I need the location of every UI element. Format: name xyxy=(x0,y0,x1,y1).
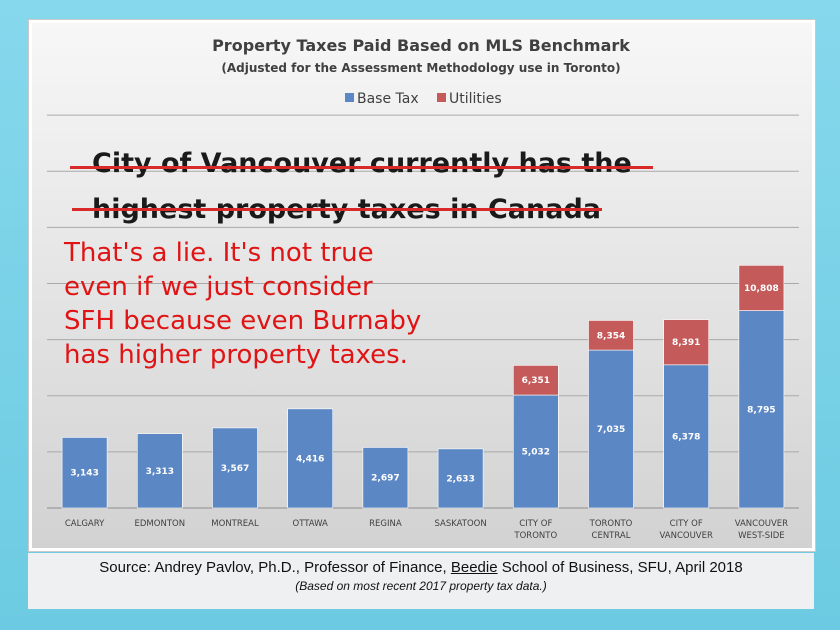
category-label: SASKATOON xyxy=(434,519,486,529)
data-label: 8,354 xyxy=(597,331,625,341)
stacked-bar-chart: Property Taxes Paid Based on MLS Benchma… xyxy=(32,23,812,548)
bar-segment-utilities xyxy=(738,265,785,311)
legend-label-0: Base Tax xyxy=(357,91,419,107)
legend-swatch-1 xyxy=(437,93,446,102)
category-label: OTTAWA xyxy=(293,519,329,529)
bar-segment-utilities xyxy=(663,319,710,366)
data-label: 2,697 xyxy=(371,474,399,484)
data-label: 3,313 xyxy=(146,467,174,477)
data-label: 10,808 xyxy=(744,284,779,294)
bar-segment-utilities xyxy=(588,320,634,351)
data-label: 5,032 xyxy=(522,448,550,458)
category-label: TORONTO xyxy=(589,519,633,529)
category-label: WEST-SIDE xyxy=(738,531,784,541)
legend-label-1: Utilities xyxy=(449,91,502,107)
bar-segment-base-tax xyxy=(738,310,785,509)
data-label: 6,351 xyxy=(522,376,550,386)
bar-segment-base-tax xyxy=(663,364,710,509)
strikethrough-line-2 xyxy=(72,208,602,211)
bar-segment-base-tax xyxy=(437,448,484,509)
source-credit: Source: Andrey Pavlov, Ph.D., Professor … xyxy=(28,553,814,609)
source-prefix: Source: Andrey Pavlov, Ph.D., Professor … xyxy=(99,559,451,576)
bar-segment-base-tax xyxy=(362,447,409,509)
bar-segment-base-tax xyxy=(212,427,258,509)
bar-segment-base-tax xyxy=(137,433,183,509)
chart-title: Property Taxes Paid Based on MLS Benchma… xyxy=(212,36,630,55)
bar-segment-base-tax xyxy=(287,408,334,509)
legend-swatch-0 xyxy=(345,93,354,102)
bar-segment-base-tax xyxy=(512,394,559,509)
category-label: EDMONTON xyxy=(135,519,186,529)
chart-panel: Property Taxes Paid Based on MLS Benchma… xyxy=(28,19,816,552)
category-label: VANCOUVER xyxy=(735,519,788,529)
bar-segment-base-tax xyxy=(61,437,108,509)
data-label: 3,567 xyxy=(221,464,249,474)
category-label: CITY OF xyxy=(519,519,552,529)
data-label: 7,035 xyxy=(597,425,625,435)
data-label: 2,633 xyxy=(446,474,474,484)
strikethrough-line-1 xyxy=(70,166,653,169)
category-label: CITY OF xyxy=(670,519,703,529)
category-label: MONTREAL xyxy=(211,519,259,529)
source-suffix: School of Business, SFU, April 2018 xyxy=(497,559,743,576)
source-note: (Based on most recent 2017 property tax … xyxy=(295,579,547,593)
source-text: Source: Andrey Pavlov, Ph.D., Professor … xyxy=(28,559,814,576)
bar-segment-utilities xyxy=(512,365,559,396)
category-label: TORONTO xyxy=(513,531,557,541)
claim-line-1: City of Vancouver currently has the xyxy=(92,148,632,179)
rebuttal-line-2: even if we just consider xyxy=(64,272,373,302)
data-label: 4,416 xyxy=(296,454,324,464)
category-label: REGINA xyxy=(369,519,402,529)
category-label: VANCOUVER xyxy=(660,531,713,541)
data-label: 3,143 xyxy=(70,469,98,479)
source-underlined: Beedie xyxy=(450,559,498,576)
data-label: 6,378 xyxy=(672,432,700,442)
rebuttal-line-1: That's a lie. It's not true xyxy=(64,238,374,268)
bar-segment-base-tax xyxy=(588,349,634,509)
chart-subtitle: (Adjusted for the Assessment Methodology… xyxy=(221,61,620,75)
category-label: CENTRAL xyxy=(592,531,631,541)
category-label: CALGARY xyxy=(65,519,105,529)
data-label: 8,391 xyxy=(672,338,700,348)
rebuttal-line-4: has higher property taxes. xyxy=(64,340,408,370)
rebuttal-line-3: SFH because even Burnaby xyxy=(64,306,422,336)
data-label: 8,795 xyxy=(747,405,775,415)
rebuttal-note: That's a lie. It's not true even if we j… xyxy=(64,236,504,372)
